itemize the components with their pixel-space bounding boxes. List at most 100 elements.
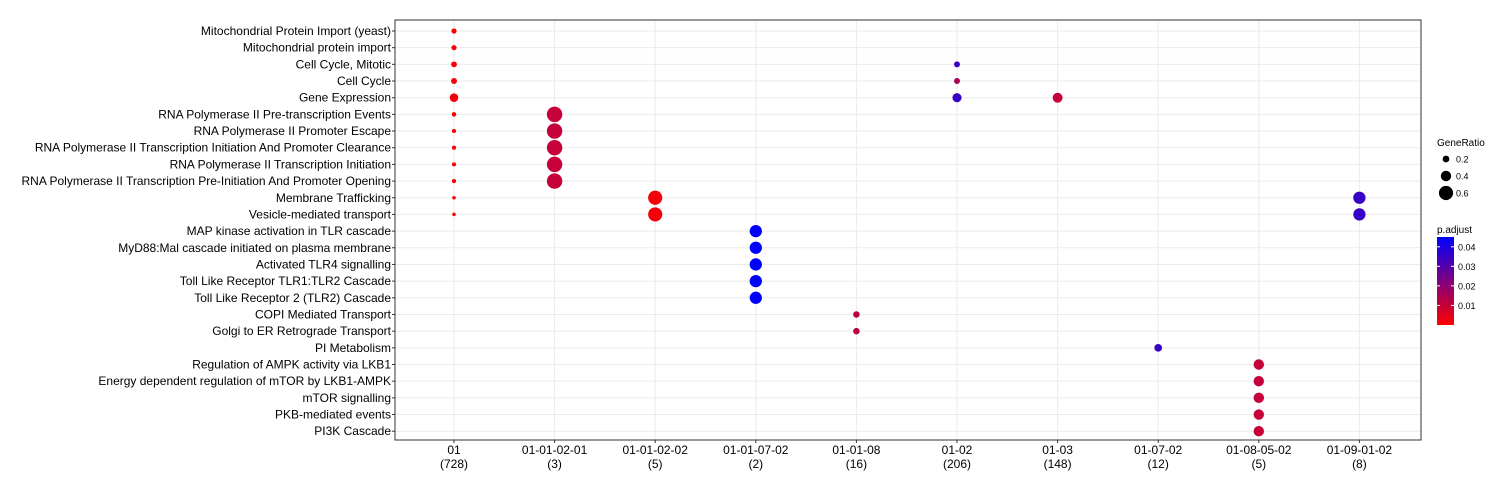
y-tick-label: Mitochondrial Protein Import (yeast) (201, 24, 391, 38)
y-tick-label: MyD88:Mal cascade initiated on plasma me… (118, 241, 391, 255)
x-tick-label: 01-08-05-02 (1226, 443, 1292, 457)
x-tick-label: 01-07-02 (1134, 443, 1182, 457)
x-tick-count: (206) (943, 457, 971, 471)
colorbar-label: 0.03 (1458, 262, 1476, 272)
x-axis-labels: 01(728)01-01-02-01(3)01-01-02-02(5)01-01… (440, 440, 1392, 471)
x-tick-count: (12) (1148, 457, 1169, 471)
data-points (449, 28, 1366, 437)
size-legend-key (1438, 185, 1454, 201)
x-tick-count: (148) (1044, 457, 1072, 471)
y-tick-label: Toll Like Receptor 2 (TLR2) Cascade (194, 291, 391, 305)
y-tick-label: COPI Mediated Transport (255, 307, 392, 321)
size-legend-label: 0.2 (1456, 155, 1469, 165)
y-tick-label: Cell Cycle (337, 74, 391, 88)
data-point (451, 28, 457, 34)
y-tick-label: RNA Polymerase II Pre-transcription Even… (158, 107, 391, 121)
data-point (952, 93, 962, 103)
data-point (546, 156, 563, 173)
x-tick-count: (728) (440, 457, 468, 471)
y-tick-label: Vesicle-mediated transport (249, 207, 392, 221)
data-point (1253, 409, 1265, 420)
colorbar-label: 0.01 (1458, 301, 1476, 311)
y-tick-label: Regulation of AMPK activity via LKB1 (192, 358, 391, 372)
x-tick-count: (3) (547, 457, 562, 471)
y-tick-label: Golgi to ER Retrograde Transport (212, 324, 391, 338)
data-point (1253, 392, 1265, 404)
x-tick-count: (8) (1352, 457, 1367, 471)
data-point (451, 162, 457, 167)
data-point (546, 106, 563, 123)
y-tick-label: Gene Expression (299, 91, 391, 105)
data-point (452, 195, 456, 200)
size-legend-key (1442, 155, 1450, 163)
y-tick-label: RNA Polymerase II Transcription Pre-Init… (21, 174, 391, 188)
panel-border (394, 19, 1422, 441)
x-tick-count: (5) (648, 457, 663, 471)
colorbar-label: 0.04 (1458, 242, 1476, 252)
data-point (954, 78, 960, 85)
data-point (451, 145, 457, 150)
p-adjust-legend: p.adjust 0.04 0.03 0.02 0.01 (1437, 225, 1476, 325)
data-point (1253, 359, 1265, 370)
data-point (451, 61, 457, 68)
x-tick-count: (16) (846, 457, 867, 471)
data-point (1353, 208, 1366, 221)
colorbar-label: 0.02 (1458, 281, 1476, 291)
data-point (648, 207, 663, 222)
data-point (1052, 92, 1063, 103)
x-tick-label: 01-01-02-01 (522, 443, 588, 457)
data-point (1154, 344, 1163, 352)
y-tick-label: RNA Polymerase II Promoter Escape (194, 124, 392, 138)
y-axis-labels: Mitochondrial Protein Import (yeast) Mito… (21, 24, 395, 438)
x-tick-label: 01-03 (1042, 443, 1073, 457)
panel-background (395, 20, 1421, 440)
data-point (546, 140, 563, 156)
data-point (749, 274, 762, 288)
data-point (546, 123, 563, 139)
x-tick-label: 01-02 (942, 443, 973, 457)
data-point (749, 224, 762, 238)
data-point (648, 190, 663, 205)
data-point (451, 78, 457, 85)
gene-ratio-legend: GeneRatio 0.2 0.4 0.6 (1437, 138, 1485, 201)
data-point (749, 241, 762, 254)
x-tick-label: 01 (447, 443, 461, 457)
size-legend-key (1440, 170, 1452, 182)
x-tick-label: 01-09-01-02 (1327, 443, 1393, 457)
x-tick-label: 01-01-08 (832, 443, 880, 457)
y-tick-label: Energy dependent regulation of mTOR by L… (98, 374, 391, 388)
y-tick-label: Toll Like Receptor TLR1:TLR2 Cascade (180, 274, 392, 288)
data-point (451, 179, 457, 184)
data-point (451, 45, 457, 51)
y-tick-label: Mitochondrial protein import (243, 41, 392, 55)
y-tick-label: Membrane Trafficking (276, 191, 391, 205)
y-tick-label: PI3K Cascade (314, 424, 391, 438)
data-point (1253, 375, 1265, 387)
y-tick-label: mTOR signalling (303, 391, 391, 405)
size-legend-label: 0.6 (1456, 189, 1469, 199)
data-point (452, 212, 456, 217)
x-tick-count: (5) (1251, 457, 1266, 471)
data-point (853, 311, 860, 318)
data-point (749, 291, 762, 304)
y-tick-label: Activated TLR4 signalling (256, 257, 391, 271)
data-point (1253, 425, 1265, 437)
data-point (749, 258, 762, 271)
data-point (853, 327, 860, 335)
data-point (954, 61, 960, 68)
gene-ratio-legend-title: GeneRatio (1437, 138, 1485, 149)
data-point (546, 173, 563, 189)
p-adjust-legend-title: p.adjust (1437, 225, 1472, 236)
plot-area (394, 19, 1422, 441)
y-tick-label: RNA Polymerase II Transcription Initiati… (170, 157, 391, 171)
y-tick-label: MAP kinase activation in TLR cascade (187, 224, 392, 238)
x-tick-count: (2) (748, 457, 763, 471)
p-adjust-colorbar (1437, 237, 1454, 325)
data-point (451, 128, 457, 134)
y-tick-label: PKB-mediated events (275, 408, 391, 422)
y-tick-label: RNA Polymerase II Transcription Initiati… (35, 141, 391, 155)
y-tick-label: PI Metabolism (315, 341, 391, 355)
data-point (1353, 191, 1366, 204)
x-tick-label: 01-01-07-02 (723, 443, 789, 457)
